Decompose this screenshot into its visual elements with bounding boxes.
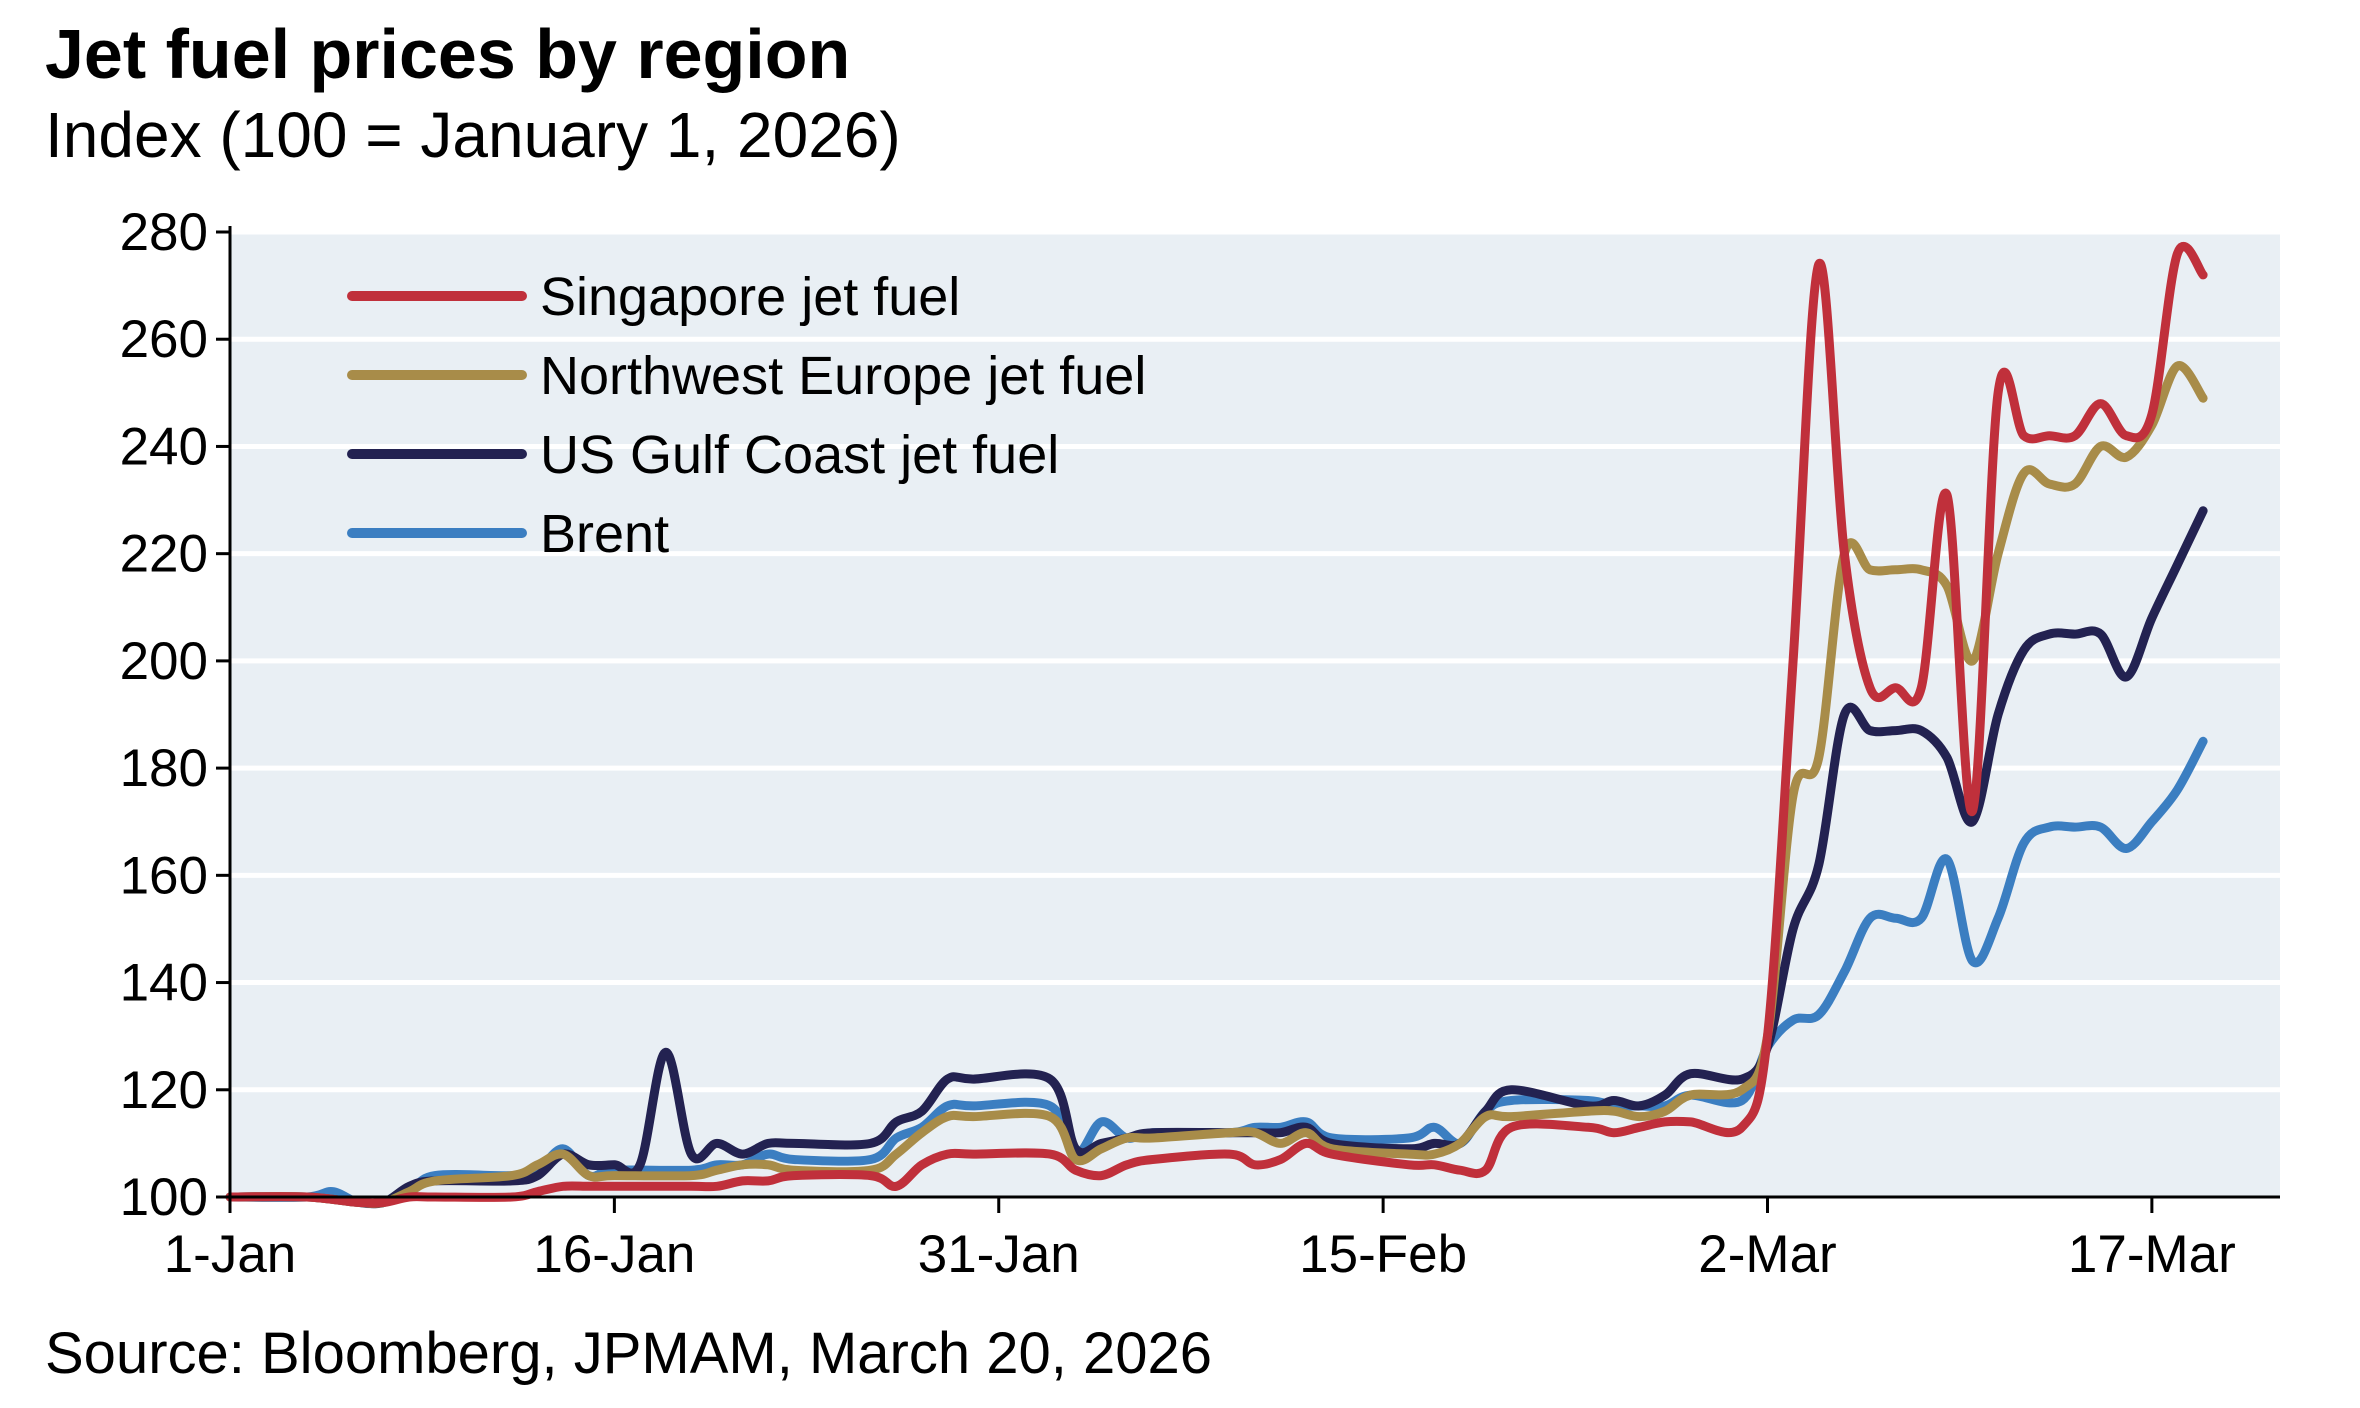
series-lines bbox=[225, 241, 2208, 1209]
chart-title: Jet fuel prices by region bbox=[45, 15, 851, 93]
legend-label: Brent bbox=[540, 504, 669, 564]
legend-label: Northwest Europe jet fuel bbox=[540, 346, 1146, 406]
x-tick-label: 1-Jan bbox=[164, 1225, 297, 1284]
legend: Singapore jet fuel Northwest Europe jet f… bbox=[347, 267, 1146, 564]
chart-source: Source: Bloomberg, JPMAM, March 20, 2026 bbox=[45, 1321, 1212, 1386]
y-tick-label: 180 bbox=[120, 739, 208, 798]
y-tick-label: 240 bbox=[120, 417, 208, 476]
y-tick-label: 280 bbox=[120, 203, 208, 262]
x-tick-label: 15-Feb bbox=[1299, 1225, 1467, 1284]
y-tick-label: 120 bbox=[120, 1061, 208, 1120]
legend-label: US Gulf Coast jet fuel bbox=[540, 425, 1059, 485]
y-tick-label: 160 bbox=[120, 846, 208, 905]
y-tick-label: 220 bbox=[120, 525, 208, 584]
y-tick-label: 140 bbox=[120, 954, 208, 1013]
y-tick-label: 260 bbox=[120, 310, 208, 369]
chart-subtitle: Index (100 = January 1, 2026) bbox=[45, 99, 901, 171]
x-tick-label: 31-Jan bbox=[918, 1225, 1080, 1284]
axes: 100 120 140 160 180 200 220 240 260 280 1-Jan 16-Ja… bbox=[120, 203, 2280, 1284]
x-tick-label: 16-Jan bbox=[533, 1225, 695, 1284]
x-tick-label: 2-Mar bbox=[1698, 1225, 1836, 1284]
y-tick-label: 100 bbox=[120, 1168, 208, 1227]
series-line-singapore-jet-fuel bbox=[225, 241, 2208, 1208]
plot-background bbox=[230, 232, 2280, 1197]
legend-label: Singapore jet fuel bbox=[540, 267, 960, 327]
y-tick-label: 200 bbox=[120, 632, 208, 691]
gridlines bbox=[230, 229, 2280, 1093]
x-tick-label: 17-Mar bbox=[2068, 1225, 2236, 1284]
